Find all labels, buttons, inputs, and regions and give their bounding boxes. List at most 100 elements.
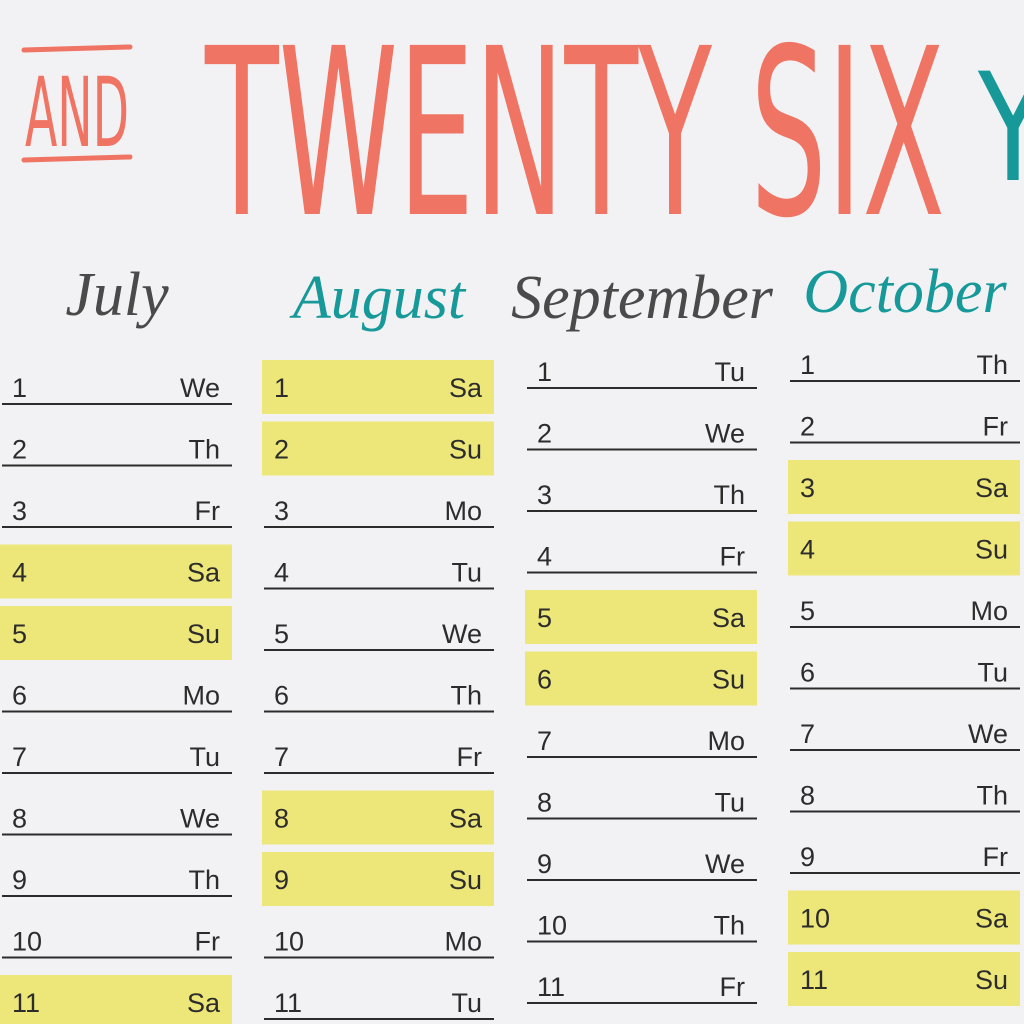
day-number: 5 bbox=[800, 596, 815, 626]
day-number: 4 bbox=[274, 558, 289, 588]
day-number: 8 bbox=[537, 788, 552, 818]
day-number: 9 bbox=[800, 842, 815, 872]
weekday: We bbox=[180, 804, 220, 834]
weekend-highlight bbox=[525, 590, 757, 644]
day-number: 7 bbox=[12, 742, 27, 772]
weekday: Th bbox=[713, 911, 745, 941]
weekday: Mo bbox=[182, 681, 220, 711]
weekday: Sa bbox=[975, 904, 1009, 934]
weekday: Su bbox=[975, 965, 1008, 995]
weekday: Th bbox=[713, 480, 745, 510]
day-number: 11 bbox=[537, 972, 565, 1002]
day-number: 1 bbox=[537, 357, 552, 387]
weekday: Fr bbox=[457, 742, 482, 772]
day-number: 7 bbox=[800, 719, 815, 749]
weekend-highlight bbox=[262, 360, 494, 414]
day-number: 11 bbox=[800, 965, 828, 995]
day-number: 3 bbox=[12, 496, 27, 526]
weekday: Su bbox=[712, 665, 745, 695]
day-number: 3 bbox=[274, 496, 289, 526]
header-left-word: AND bbox=[25, 57, 129, 169]
weekday: Tu bbox=[714, 788, 745, 818]
day-number: 4 bbox=[537, 542, 552, 572]
day-number: 11 bbox=[274, 988, 302, 1018]
weekend-highlight bbox=[788, 952, 1020, 1006]
day-number: 4 bbox=[800, 535, 815, 565]
day-number: 2 bbox=[12, 435, 27, 465]
weekday: Tu bbox=[451, 988, 482, 1018]
weekend-highlight bbox=[262, 852, 494, 906]
day-number: 8 bbox=[12, 804, 27, 834]
weekday: Sa bbox=[187, 558, 221, 588]
day-number: 9 bbox=[12, 865, 27, 895]
weekend-highlight bbox=[788, 890, 1020, 945]
weekday: Fr bbox=[720, 972, 745, 1002]
weekday: We bbox=[180, 373, 220, 403]
weekday: Th bbox=[976, 781, 1008, 811]
day-number: 6 bbox=[274, 681, 289, 711]
day-number: 10 bbox=[537, 911, 567, 941]
weekday: Mo bbox=[707, 726, 745, 756]
weekday: Mo bbox=[444, 496, 482, 526]
weekday: Sa bbox=[975, 473, 1009, 503]
weekday: Th bbox=[188, 435, 220, 465]
weekday: We bbox=[968, 719, 1008, 749]
day-number: 5 bbox=[274, 619, 289, 649]
day-number: 6 bbox=[800, 658, 815, 688]
weekend-highlight bbox=[0, 606, 232, 660]
weekday: Th bbox=[976, 350, 1008, 380]
weekday: Fr bbox=[720, 542, 745, 572]
weekday: Tu bbox=[189, 742, 220, 772]
weekday: Tu bbox=[451, 558, 482, 588]
weekday: Sa bbox=[187, 988, 221, 1018]
weekend-highlight bbox=[525, 651, 757, 706]
day-number: 10 bbox=[274, 927, 304, 957]
decor-line bbox=[21, 154, 133, 163]
day-number: 10 bbox=[800, 904, 830, 934]
weekend-highlight bbox=[262, 790, 494, 845]
day-number: 6 bbox=[12, 681, 27, 711]
day-number: 7 bbox=[274, 742, 289, 772]
weekday: Mo bbox=[444, 927, 482, 957]
weekday: Sa bbox=[449, 804, 483, 834]
weekday: Tu bbox=[714, 357, 745, 387]
weekday: Fr bbox=[195, 927, 220, 957]
day-number: 2 bbox=[800, 412, 815, 442]
weekday: Su bbox=[449, 865, 482, 895]
weekday: Mo bbox=[970, 596, 1008, 626]
weekday: Tu bbox=[977, 658, 1008, 688]
weekend-highlight bbox=[788, 460, 1020, 514]
day-number: 11 bbox=[12, 988, 40, 1018]
day-number: 1 bbox=[800, 350, 815, 380]
decor-line bbox=[21, 44, 133, 53]
day-number: 8 bbox=[800, 781, 815, 811]
day-number: 3 bbox=[800, 473, 815, 503]
weekday: Fr bbox=[983, 842, 1008, 872]
weekday: Fr bbox=[983, 412, 1008, 442]
month-name: August bbox=[289, 264, 467, 332]
day-number: 7 bbox=[537, 726, 552, 756]
header-title: TWENTY SIX bbox=[204, 0, 945, 269]
weekday: We bbox=[705, 419, 745, 449]
month-name: October bbox=[803, 258, 1007, 326]
weekday: Th bbox=[188, 865, 220, 895]
weekday: Sa bbox=[712, 603, 746, 633]
weekend-highlight bbox=[262, 421, 494, 476]
weekday: Su bbox=[975, 535, 1008, 565]
day-number: 9 bbox=[274, 865, 289, 895]
month-name: September bbox=[511, 264, 774, 332]
day-number: 1 bbox=[12, 373, 27, 403]
weekend-highlight bbox=[0, 544, 232, 599]
day-number: 2 bbox=[537, 419, 552, 449]
day-number: 1 bbox=[274, 373, 289, 403]
day-number: 8 bbox=[274, 804, 289, 834]
weekday: Su bbox=[449, 435, 482, 465]
day-number: 5 bbox=[537, 603, 552, 633]
weekday: Su bbox=[187, 619, 220, 649]
day-number: 5 bbox=[12, 619, 27, 649]
weekday: Sa bbox=[449, 373, 483, 403]
weekday: We bbox=[442, 619, 482, 649]
weekday: Th bbox=[450, 681, 482, 711]
